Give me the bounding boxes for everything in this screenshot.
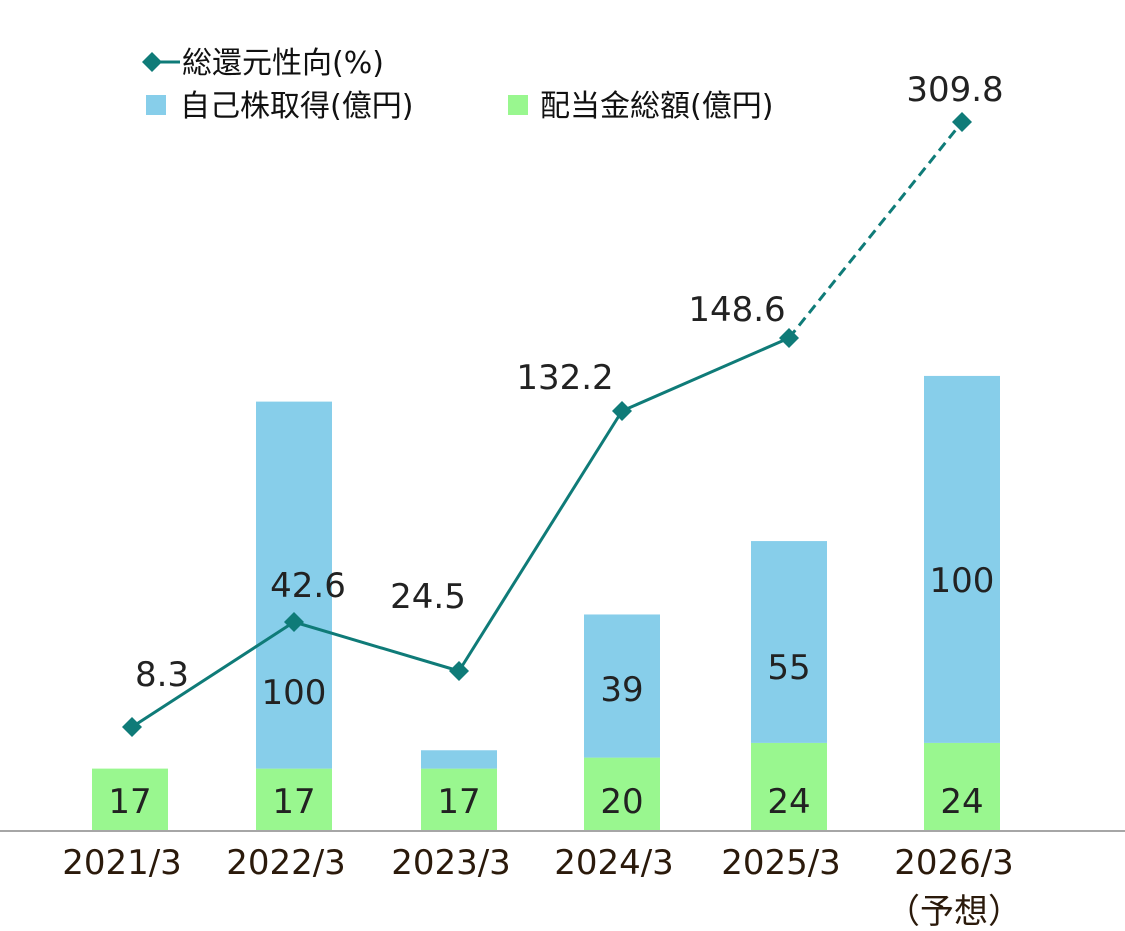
payout-point-label: 148.6 — [688, 290, 785, 330]
payout-point-label: 8.3 — [135, 655, 189, 695]
bar-dividend-3 — [584, 757, 660, 831]
bar-value-label: 17 — [108, 782, 151, 822]
bar-value-label: 39 — [600, 670, 643, 710]
x-tick-label: 2023/3 — [391, 843, 511, 883]
payout-point — [122, 717, 142, 737]
x-tick-sublabel: （予想） — [886, 892, 1022, 931]
payout-point — [284, 612, 304, 632]
bar-buyback-2 — [421, 750, 497, 769]
bar-value-label: 20 — [600, 782, 643, 822]
payout-line-segment — [293, 620, 460, 673]
x-tick-label: 2026/3 — [894, 843, 1014, 883]
bar-buyback-3 — [584, 614, 660, 758]
legend-square-marker — [146, 95, 166, 115]
payout-point-label: 24.5 — [390, 577, 466, 617]
bar-dividend-5 — [924, 742, 1000, 831]
bar-value-label: 17 — [437, 782, 480, 822]
payout-point-label: 42.6 — [270, 566, 346, 606]
bar-buyback-1 — [256, 401, 332, 769]
bar-dividend-4 — [751, 742, 827, 831]
axis-layer: 2021/3 2022/3 2023/3 2024/3 2025/3 2026/3 （予想） — [0, 830, 1125, 931]
payout-point — [779, 328, 799, 348]
payout-point — [612, 401, 632, 421]
payout-point — [952, 112, 972, 132]
line-layer — [122, 112, 972, 737]
payout-line-segment — [131, 620, 295, 729]
payout-line-segment — [457, 410, 624, 672]
bar-value-label: 100 — [930, 561, 995, 601]
payout-point-label: 309.8 — [906, 70, 1003, 110]
bar-value-label: 55 — [767, 648, 810, 688]
legend: 総還元性向(%) 自己株取得(億円) 配当金総額(億円) — [142, 46, 773, 124]
x-tick-label: 2025/3 — [721, 843, 841, 883]
payout-point-label: 132.2 — [516, 358, 613, 398]
legend-diamond-marker — [142, 52, 162, 72]
x-tick-label: 2022/3 — [226, 843, 346, 883]
labels-layer: 17 17 17 20 24 24 100 39 55 100 8.3 42.6 24.5 132.2 14… — [108, 70, 1003, 822]
bar-value-label: 17 — [272, 782, 315, 822]
legend-label: 自己株取得(億円) — [180, 89, 413, 124]
legend-label: 配当金総額(億円) — [540, 89, 773, 124]
payout-line-segment — [621, 336, 790, 413]
bar-dividend-0 — [92, 768, 168, 831]
bar-buyback-5 — [924, 375, 1000, 743]
bar-dividend-2 — [421, 768, 497, 831]
bar-value-label: 100 — [262, 673, 327, 713]
bar-value-label: 24 — [940, 782, 983, 822]
bars-layer — [92, 375, 1000, 831]
bar-value-label: 24 — [767, 782, 810, 822]
payout-line-segment-forecast — [787, 121, 964, 339]
legend-square-marker — [508, 95, 528, 115]
legend-label: 総還元性向(%) — [182, 46, 384, 81]
bar-buyback-4 — [751, 541, 827, 743]
x-tick-label: 2024/3 — [554, 843, 674, 883]
payout-point — [449, 661, 469, 681]
x-tick-label: 2021/3 — [62, 843, 182, 883]
bar-dividend-1 — [256, 768, 332, 831]
